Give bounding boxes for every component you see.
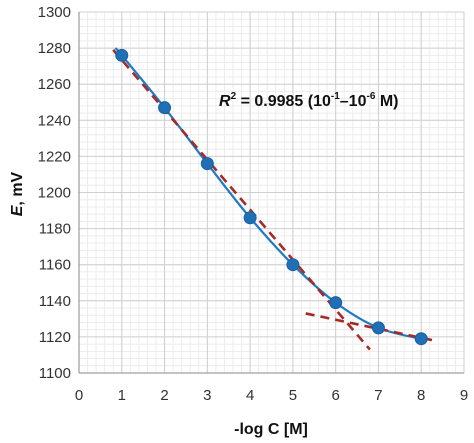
x-tick-label: 3 (203, 387, 211, 404)
x-tick-label: 5 (289, 387, 297, 404)
data-points (115, 48, 428, 346)
r-squared-annotation: R2 = 0.9985 (10-1–10-6 M) (219, 91, 399, 110)
data-point (371, 321, 385, 335)
y-tick-label: 1240 (38, 112, 71, 129)
data-point (414, 332, 428, 346)
data-point (329, 296, 343, 310)
x-tick-label: 8 (417, 387, 425, 404)
y-axis-title-unit: , mV (9, 171, 26, 205)
linear-fit-line (305, 312, 435, 342)
y-tick-label: 1100 (39, 365, 71, 382)
data-point (158, 101, 172, 115)
y-tick-label: 1180 (39, 221, 71, 238)
y-tick-label: 1120 (39, 329, 71, 346)
linear-fit-line (112, 49, 371, 351)
y-tick-label: 1300 (38, 4, 71, 21)
major-grid (78, 11, 465, 374)
y-axis-title: E, mV (9, 171, 26, 216)
data-point (115, 48, 129, 62)
axes (78, 12, 464, 374)
y-tick-label: 1200 (38, 185, 71, 202)
r-symbol: R (219, 93, 231, 110)
range-dash: –10 (340, 93, 367, 110)
data-point (243, 211, 257, 225)
fit-lines (112, 47, 435, 351)
y-tick-labels: 1100 1120 1140 1160 1180 1200 1220 1240 1260 1280… (38, 4, 71, 382)
y-tick-label: 1160 (39, 257, 71, 274)
x-tick-labels: 0 1 2 3 4 5 6 7 8 9 (75, 387, 468, 404)
r-exponent: 2 (231, 91, 237, 102)
y-tick-label: 1140 (39, 293, 71, 310)
x-tick-label: 9 (460, 387, 468, 404)
range-exp-end: -6 (366, 91, 375, 102)
data-point (286, 258, 300, 272)
x-tick-label: 7 (374, 387, 382, 404)
x-tick-label: 6 (331, 387, 339, 404)
y-tick-label: 1220 (38, 148, 71, 165)
x-axis-title: -log C [M] (234, 421, 308, 438)
y-tick-label: 1280 (38, 40, 71, 57)
x-tick-label: 2 (160, 387, 168, 404)
y-tick-label: 1260 (38, 76, 71, 93)
x-tick-label: 1 (118, 387, 126, 404)
y-axis-title-symbol: E (9, 204, 26, 216)
data-point (200, 157, 214, 171)
r-value: = 0.9985 (10 (236, 93, 331, 110)
x-tick-label: 0 (75, 387, 83, 404)
x-tick-label: 4 (246, 387, 254, 404)
range-exp-start: -1 (331, 91, 340, 102)
range-unit: M) (375, 93, 398, 110)
